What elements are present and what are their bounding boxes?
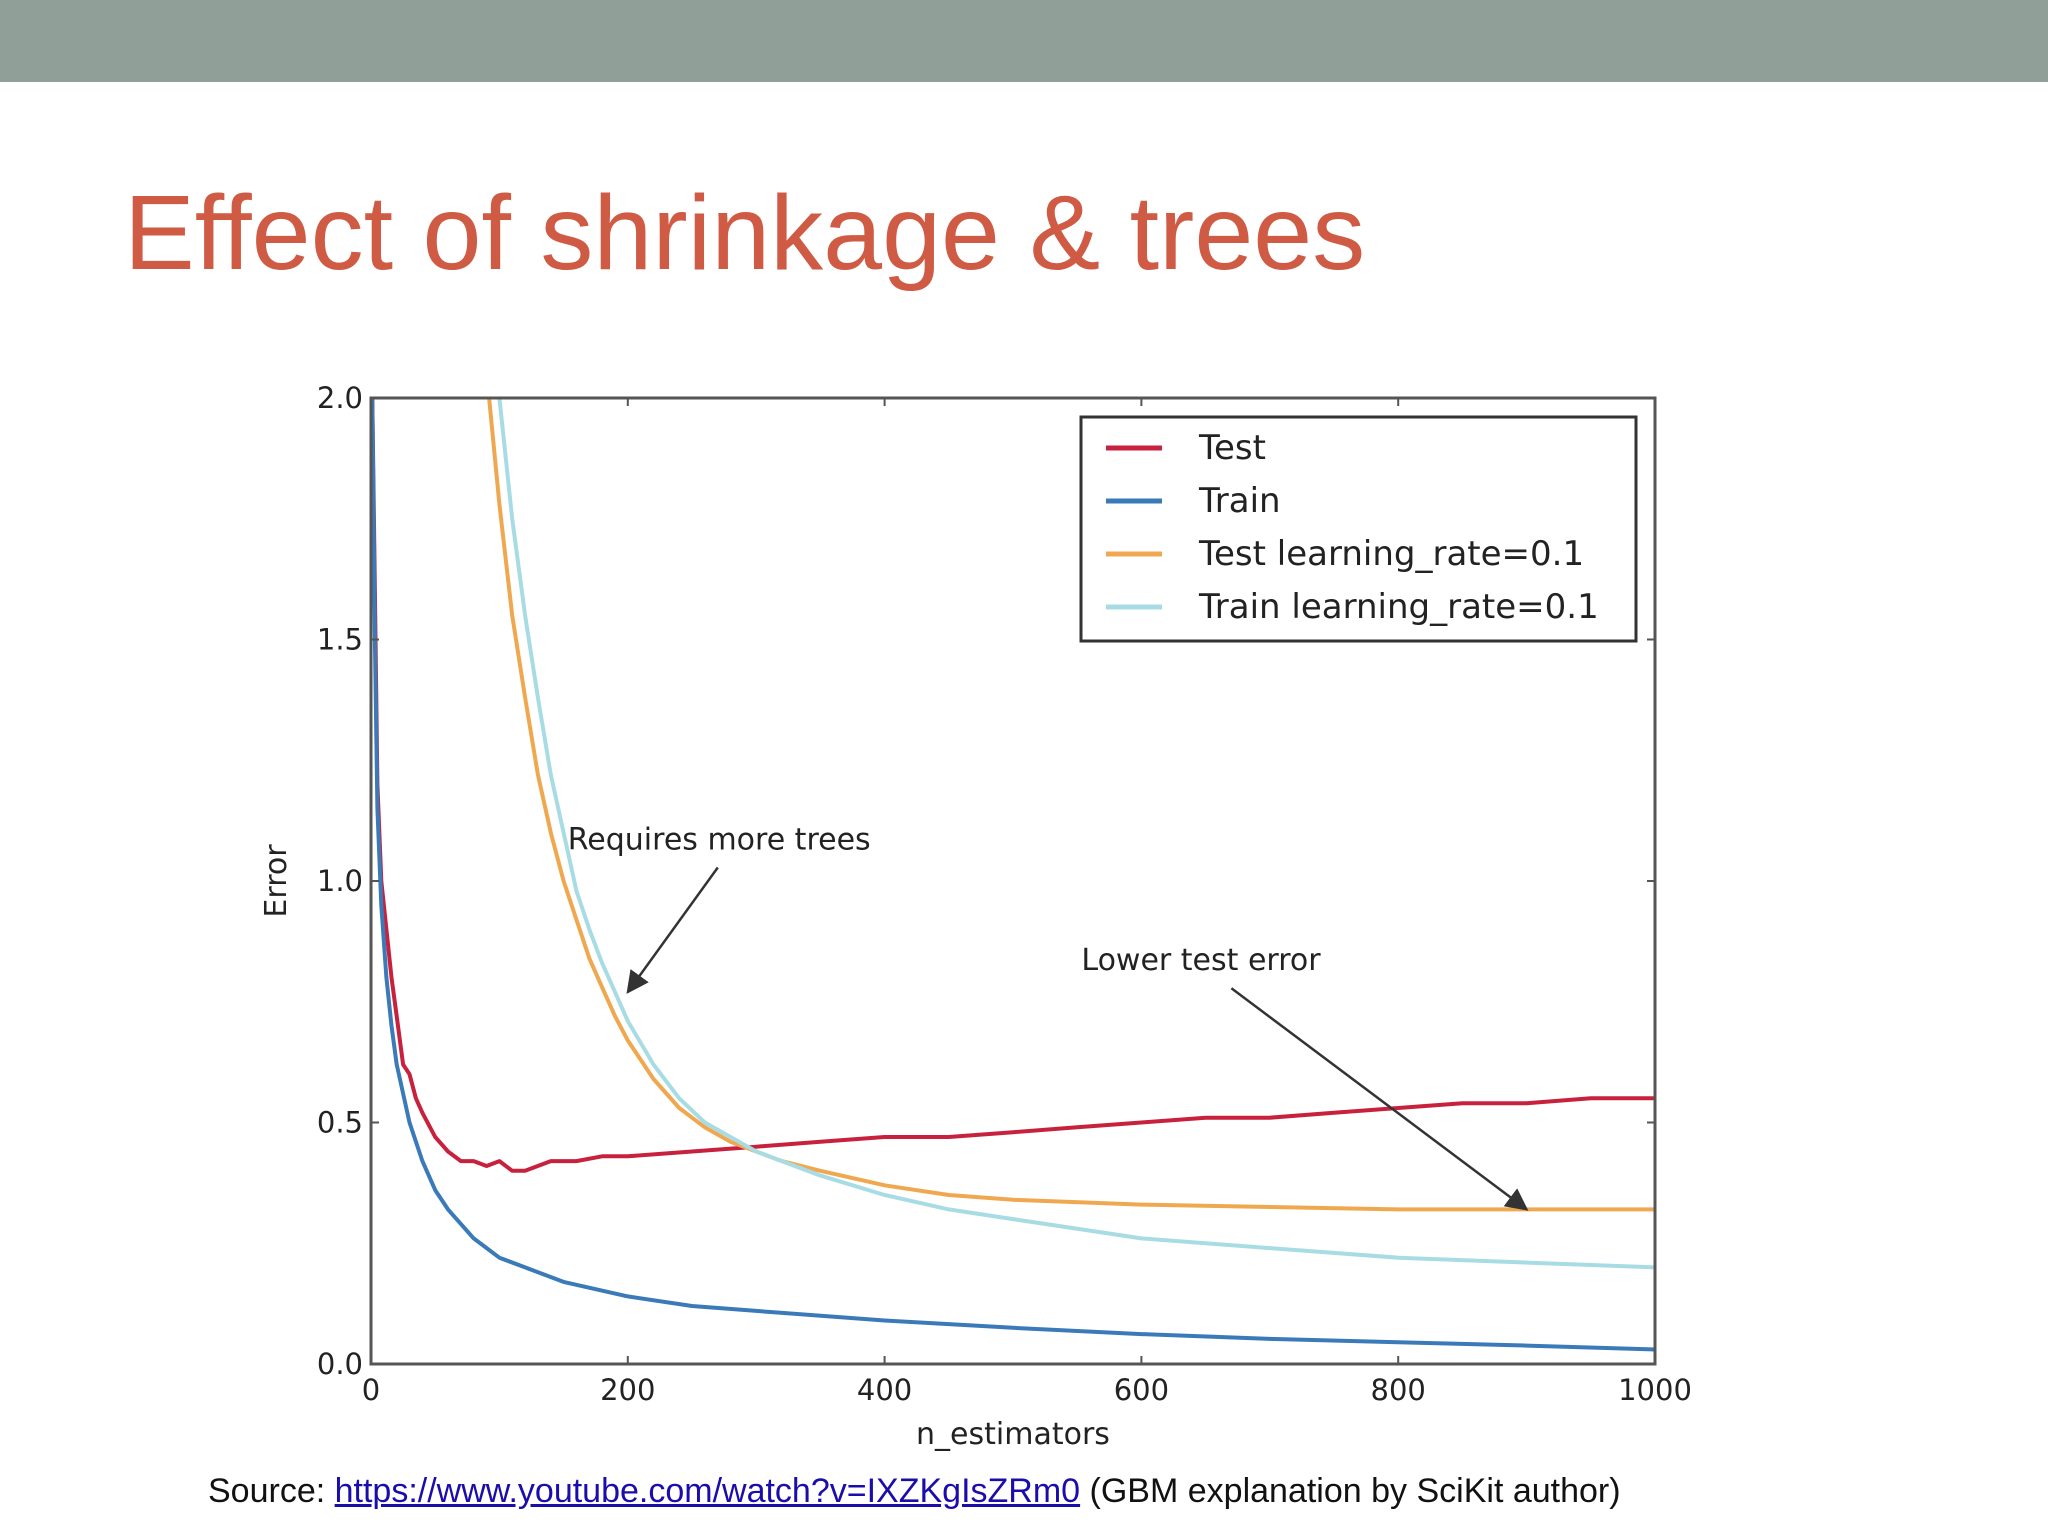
x-tick-label: 600 bbox=[1114, 1373, 1169, 1407]
slide-title: Effect of shrinkage & trees bbox=[124, 174, 1366, 292]
x-tick-label: 1000 bbox=[1618, 1373, 1692, 1407]
annotation-lower-test-error: Lower test error bbox=[1081, 943, 1321, 978]
legend-label-test: Test bbox=[1198, 428, 1266, 468]
x-tick-label: 200 bbox=[600, 1373, 655, 1407]
legend-label-train-learning-rate-0-1: Train learning_rate=0.1 bbox=[1198, 587, 1599, 627]
annotation-arrow bbox=[1230, 987, 1529, 1211]
y-tick-label: 0.5 bbox=[317, 1106, 363, 1140]
y-tick-label: 1.5 bbox=[317, 623, 363, 657]
series-line-test bbox=[371, 398, 1655, 1173]
legend-label-train: Train bbox=[1198, 481, 1281, 521]
y-tick-label: 1.0 bbox=[317, 864, 363, 898]
source-prefix: Source: bbox=[208, 1472, 335, 1510]
y-axis-label: Error bbox=[259, 844, 294, 918]
series-line-train-learning-rate-0-1 bbox=[497, 398, 1655, 1270]
series-line-train bbox=[371, 398, 1655, 1352]
legend-box bbox=[1079, 415, 1638, 643]
x-tick-label: 0 bbox=[362, 1373, 380, 1407]
annotation-arrow bbox=[626, 866, 719, 994]
x-tick-label: 400 bbox=[857, 1373, 912, 1407]
y-tick-label: 0.0 bbox=[317, 1347, 363, 1381]
legend: Test Train Test learning_rate=0.1 Train lea… bbox=[1079, 415, 1638, 643]
x-axis-label: n_estimators bbox=[916, 1417, 1110, 1452]
series-line-test-learning-rate-0-1 bbox=[487, 398, 1655, 1212]
y-tick-label: 2.0 bbox=[317, 381, 363, 415]
top-banner bbox=[0, 0, 2048, 82]
annotation-requires-more-trees: Requires more trees bbox=[568, 822, 871, 857]
legend-label-test-learning-rate-0-1: Test learning_rate=0.1 bbox=[1198, 534, 1584, 574]
x-tick-label: 800 bbox=[1371, 1373, 1426, 1407]
source-link[interactable]: https://www.youtube.com/watch?v=IXZKgIsZ… bbox=[334, 1472, 1081, 1510]
source-citation: Source: https://www.youtube.com/watch?v=… bbox=[208, 1471, 1621, 1511]
source-suffix: (GBM explanation by SciKit author) bbox=[1080, 1472, 1621, 1510]
